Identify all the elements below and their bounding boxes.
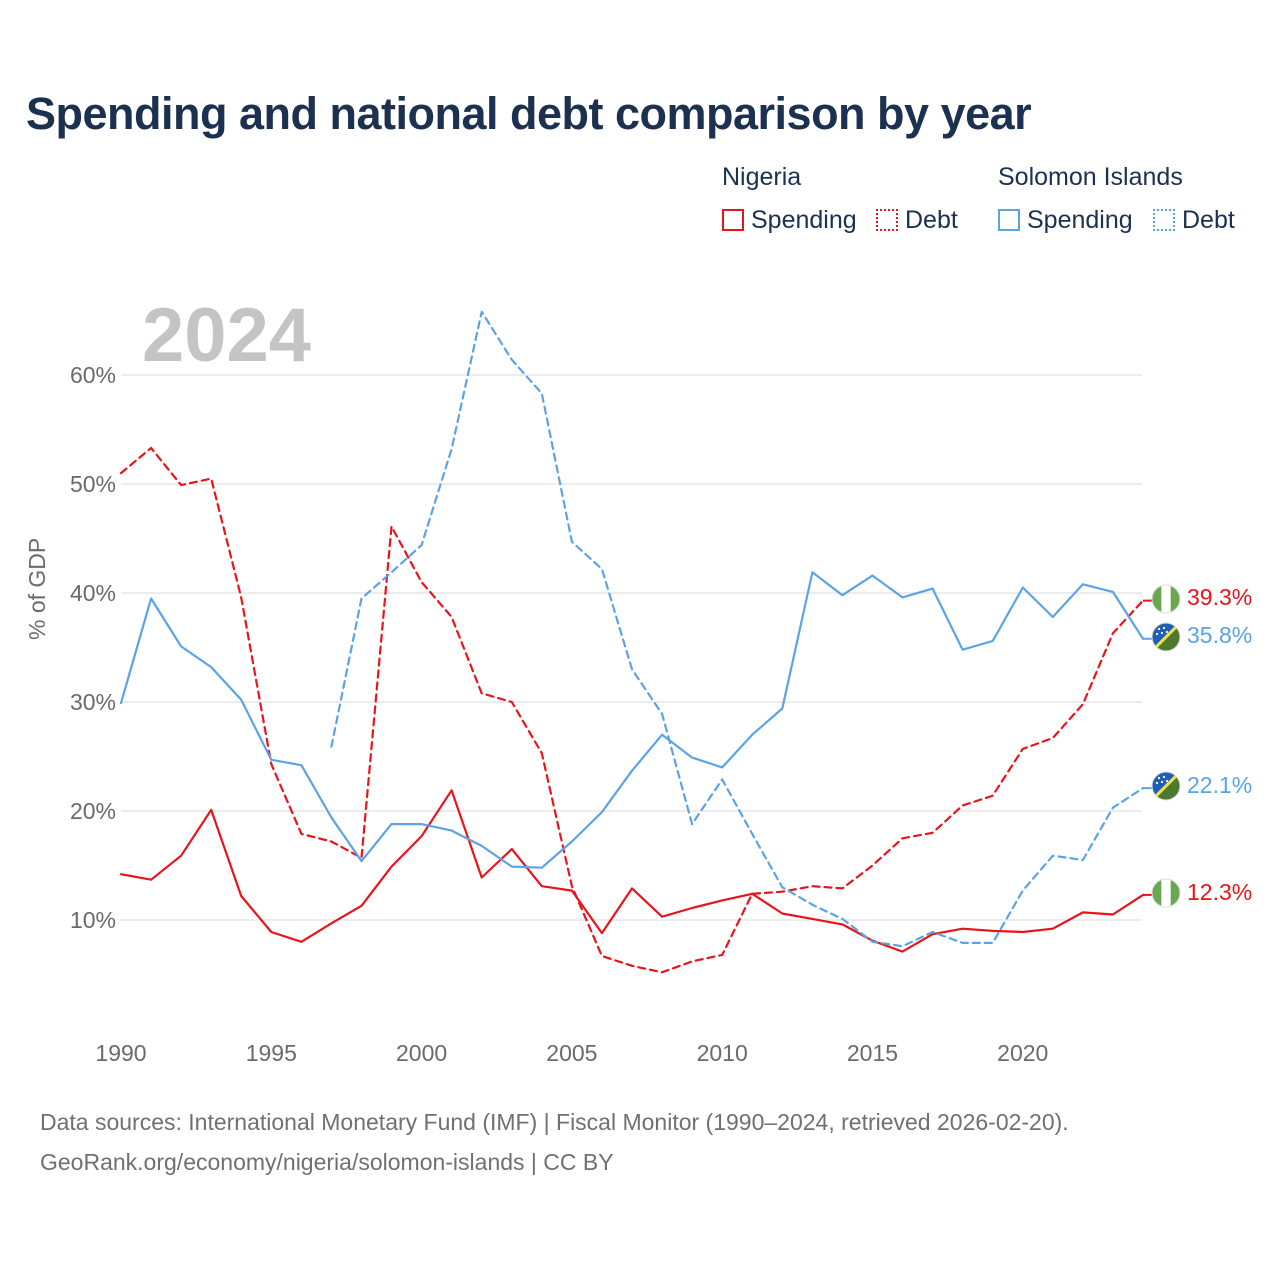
legend-swatch-dotted <box>1153 209 1175 231</box>
y-tick-label: 10% <box>70 907 116 933</box>
legend-swatch-solid <box>998 209 1020 231</box>
flag-star <box>1165 779 1169 783</box>
y-tick-label: 30% <box>70 689 116 715</box>
legend-label-nigeria-spending: Spending <box>751 205 857 234</box>
year-watermark: 2024 <box>142 293 312 378</box>
flag-star <box>1157 627 1161 631</box>
flag-markers <box>1151 584 1181 908</box>
y-tick-label: 60% <box>70 362 116 388</box>
legend-item-nigeria-spending[interactable]: Spending <box>722 204 857 236</box>
flag-star <box>1162 626 1166 630</box>
flag-star <box>1155 632 1159 636</box>
flag-outline <box>1151 622 1181 652</box>
y-tick-label: 40% <box>70 580 116 606</box>
x-tick-label: 2010 <box>697 1040 748 1066</box>
chart-title: Spending and national debt comparison by… <box>26 88 1032 139</box>
solomon-islands-flag-icon <box>1151 771 1181 801</box>
flag-diagonal-stripe <box>1152 623 1180 651</box>
flag-star <box>1157 776 1161 780</box>
legend-item-solomon-spending[interactable]: Spending <box>998 204 1133 236</box>
flag-outline <box>1151 771 1181 801</box>
legend-label-solomon-debt: Debt <box>1182 205 1235 234</box>
end-label-nigeria-spending: 12.3% <box>1187 879 1253 905</box>
legend-group-solomon-islands: Solomon Islands <box>998 163 1183 191</box>
nigeria-flag-icon <box>1151 584 1181 614</box>
flag-star <box>1160 631 1164 635</box>
flag-star <box>1165 630 1169 634</box>
end-label-nigeria-debt: 39.3% <box>1187 584 1253 610</box>
flag-outline <box>1151 584 1181 614</box>
legend-item-solomon-debt[interactable]: Debt <box>1153 204 1235 236</box>
flag-stripe-right <box>1170 585 1180 613</box>
series-line-solomon-islands-debt <box>330 310 1145 948</box>
flag-stripe-right <box>1170 879 1180 907</box>
series-line-nigeria-spending <box>119 789 1145 953</box>
flag-star <box>1160 780 1164 784</box>
footer-sources: Data sources: International Monetary Fun… <box>40 1109 1069 1135</box>
flag-body <box>1152 623 1180 651</box>
y-tick-label: 50% <box>70 471 116 497</box>
x-tick-label: 1990 <box>95 1040 146 1066</box>
legend-item-nigeria-debt[interactable]: Debt <box>876 204 958 236</box>
x-tick-label: 1995 <box>246 1040 297 1066</box>
flag-body <box>1152 879 1180 907</box>
series-line-solomon-islands-spending <box>119 571 1145 869</box>
legend-swatch-dotted <box>876 209 898 231</box>
flag-star <box>1155 781 1159 785</box>
grid-lines <box>121 374 1142 921</box>
end-label-solomon-spending: 35.8% <box>1187 622 1253 648</box>
flag-stripe-left <box>1152 585 1162 613</box>
legend-label-solomon-spending: Spending <box>1027 205 1133 234</box>
nigeria-flag-icon <box>1151 878 1181 908</box>
flag-body <box>1152 585 1180 613</box>
x-tick-label: 2005 <box>546 1040 597 1066</box>
x-tick-label: 2000 <box>396 1040 447 1066</box>
y-tick-label: 20% <box>70 798 116 824</box>
flag-star <box>1162 775 1166 779</box>
legend-swatch-solid <box>722 209 744 231</box>
axis-ticks: 10% 20% 30% 40% 50% 60% 1990 1995 2000 2005 2010 20… <box>70 362 1048 1066</box>
solomon-islands-flag-icon <box>1151 622 1181 652</box>
flag-stripe-left <box>1152 879 1162 907</box>
legend-label-nigeria-debt: Debt <box>905 205 958 234</box>
end-label-solomon-debt: 22.1% <box>1187 772 1253 798</box>
x-tick-label: 2020 <box>997 1040 1048 1066</box>
legend-group-nigeria: Nigeria <box>722 163 802 191</box>
series-lines <box>119 310 1153 974</box>
footer-link[interactable]: GeoRank.org/economy/nigeria/solomon-isla… <box>40 1149 614 1175</box>
flag-body <box>1152 772 1180 800</box>
flag-outline <box>1151 878 1181 908</box>
x-tick-label: 2015 <box>847 1040 898 1066</box>
series-line-nigeria-debt <box>119 446 1145 974</box>
flag-diagonal-stripe <box>1152 772 1180 800</box>
